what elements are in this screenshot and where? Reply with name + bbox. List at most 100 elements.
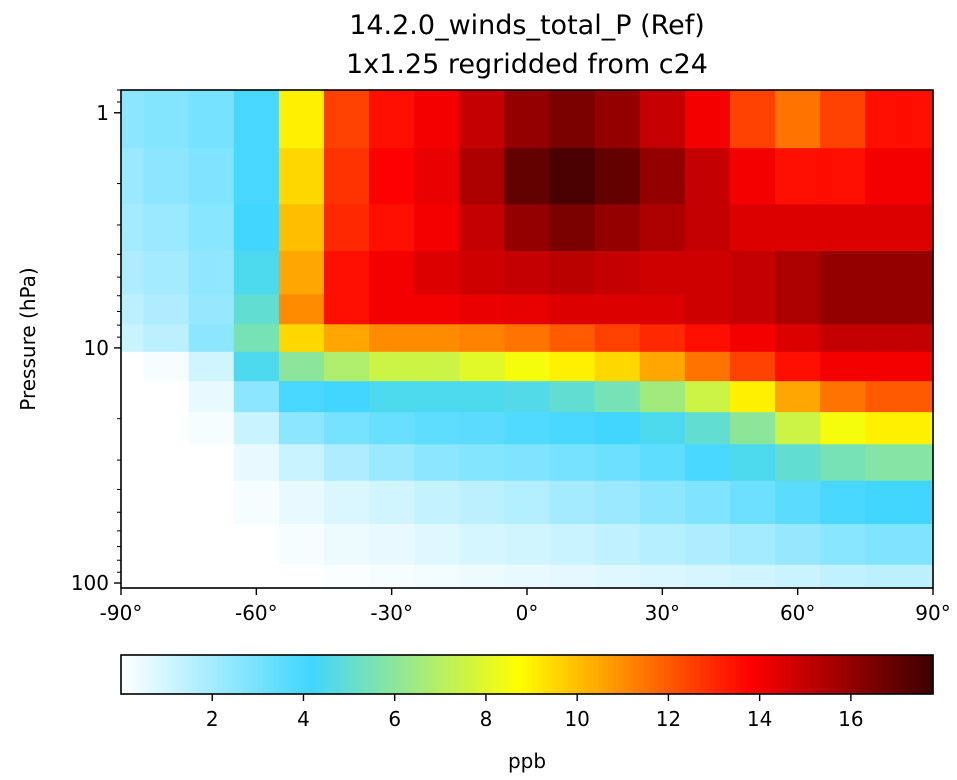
- heatmap-cell: [504, 444, 551, 482]
- heatmap-cell: [459, 251, 506, 295]
- heatmap-cell: [369, 90, 415, 149]
- heatmap-cell: [865, 524, 912, 566]
- colorbar-segment: [364, 655, 371, 694]
- heatmap-cell: [324, 90, 370, 149]
- colorbar-segment: [334, 655, 340, 694]
- heatmap-cell: [504, 324, 551, 353]
- heatmap-cell: [775, 524, 821, 566]
- heatmap-cell: [369, 148, 415, 205]
- heatmap-cell: [639, 204, 686, 252]
- colorbar-segment: [511, 655, 518, 694]
- colorbar-label: ppb: [508, 749, 546, 773]
- heatmap-cell: [324, 381, 370, 413]
- x-tick-label: 90°: [915, 601, 950, 625]
- colorbar-segment: [156, 655, 163, 694]
- heatmap-cell: [910, 564, 934, 589]
- heatmap-cell: [369, 412, 415, 445]
- heatmap-cell: [865, 351, 912, 382]
- colorbar-segment: [856, 655, 863, 694]
- heatmap-cell: [775, 251, 821, 295]
- heatmap-cell: [820, 324, 866, 353]
- heatmap-cell: [414, 351, 460, 382]
- heatmap-cell: [143, 524, 190, 566]
- heatmap-cell: [820, 294, 866, 325]
- x-tick-label: -90°: [100, 601, 143, 625]
- heatmap-cell: [188, 204, 235, 252]
- colorbar-tick-label: 16: [838, 707, 863, 731]
- colorbar-segment: [445, 655, 452, 694]
- heatmap-cell: [504, 251, 551, 295]
- heatmap-cell: [414, 294, 460, 325]
- colorbar-segment: [821, 655, 828, 694]
- heatmap-cell: [414, 251, 460, 295]
- heatmap-cell: [143, 90, 190, 149]
- heatmap-cell: [324, 564, 370, 589]
- heatmap-plot-area: [121, 90, 934, 589]
- colorbar-segment: [684, 655, 690, 694]
- colorbar-segment: [471, 655, 477, 694]
- colorbar-segment: [785, 655, 792, 694]
- heatmap-cell: [549, 90, 596, 149]
- colorbar-segment: [521, 655, 528, 694]
- colorbar-segment: [298, 655, 305, 694]
- heatmap-cell: [143, 480, 190, 525]
- heatmap-cell: [324, 524, 370, 566]
- heatmap-cell: [278, 524, 325, 566]
- colorbar-segment: [430, 655, 437, 694]
- heatmap-cell: [684, 564, 731, 589]
- heatmap-cell: [865, 148, 912, 205]
- colorbar-segment: [811, 655, 817, 694]
- colorbar-segment: [222, 655, 229, 694]
- heatmap-cell: [865, 90, 912, 149]
- heatmap-cell: [233, 204, 280, 252]
- colorbar-segment: [887, 655, 893, 694]
- heatmap-cell: [730, 90, 776, 149]
- heatmap-cell: [121, 324, 145, 353]
- heatmap-cell: [414, 480, 460, 525]
- colorbar-segment: [192, 655, 198, 694]
- heatmap-cell: [121, 351, 145, 382]
- heatmap-cell: [369, 351, 415, 382]
- heatmap-cell: [459, 564, 506, 589]
- heatmap-cell: [324, 412, 370, 445]
- colorbar-segment: [770, 655, 777, 694]
- colorbar-segment: [780, 655, 787, 694]
- heatmap-cell: [684, 251, 731, 295]
- heatmap-cell: [549, 351, 596, 382]
- heatmap-cell: [278, 294, 325, 325]
- heatmap-cell: [549, 444, 596, 482]
- colorbar-segment: [542, 655, 548, 694]
- colorbar-segment: [278, 655, 284, 694]
- heatmap-cell: [188, 381, 235, 413]
- heatmap-cell: [910, 148, 934, 205]
- colorbar-segment: [293, 655, 300, 694]
- heatmap-cell: [549, 148, 596, 205]
- heatmap-cell: [730, 204, 776, 252]
- colorbar-segment: [643, 655, 650, 694]
- colorbar-segment: [724, 655, 731, 694]
- heatmap-cell: [684, 412, 731, 445]
- heatmap-cell: [121, 251, 145, 295]
- colorbar-segment: [902, 655, 909, 694]
- heatmap-cell: [459, 324, 506, 353]
- heatmap-cell: [121, 480, 145, 525]
- heatmap-cell: [639, 412, 686, 445]
- colorbar-segment: [735, 655, 741, 694]
- heatmap-cell: [233, 294, 280, 325]
- colorbar-segment: [861, 655, 868, 694]
- colorbar-segment: [232, 655, 239, 694]
- colorbar-segment: [506, 655, 513, 694]
- heatmap-cell: [504, 524, 551, 566]
- colorbar-segment: [461, 655, 467, 694]
- heatmap-cell: [369, 444, 415, 482]
- heatmap-cell: [639, 524, 686, 566]
- heatmap-cell: [121, 444, 145, 482]
- colorbar-segment: [476, 655, 482, 694]
- colorbar-segment: [349, 655, 356, 694]
- heatmap-cell: [121, 564, 145, 589]
- heatmap-cell: [910, 324, 934, 353]
- colorbar-segment: [303, 655, 310, 694]
- colorbar-segment: [288, 655, 295, 694]
- heatmap-cell: [459, 444, 506, 482]
